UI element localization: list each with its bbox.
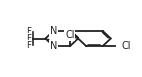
Text: F: F [26, 27, 31, 36]
Text: Cl: Cl [121, 41, 130, 51]
Text: F: F [26, 41, 31, 50]
Text: N: N [50, 41, 57, 51]
Text: N: N [50, 26, 57, 36]
Text: Cl: Cl [65, 30, 75, 40]
Text: F: F [26, 34, 31, 43]
